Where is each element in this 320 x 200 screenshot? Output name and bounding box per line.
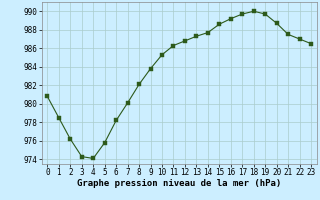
X-axis label: Graphe pression niveau de la mer (hPa): Graphe pression niveau de la mer (hPa) <box>77 179 281 188</box>
